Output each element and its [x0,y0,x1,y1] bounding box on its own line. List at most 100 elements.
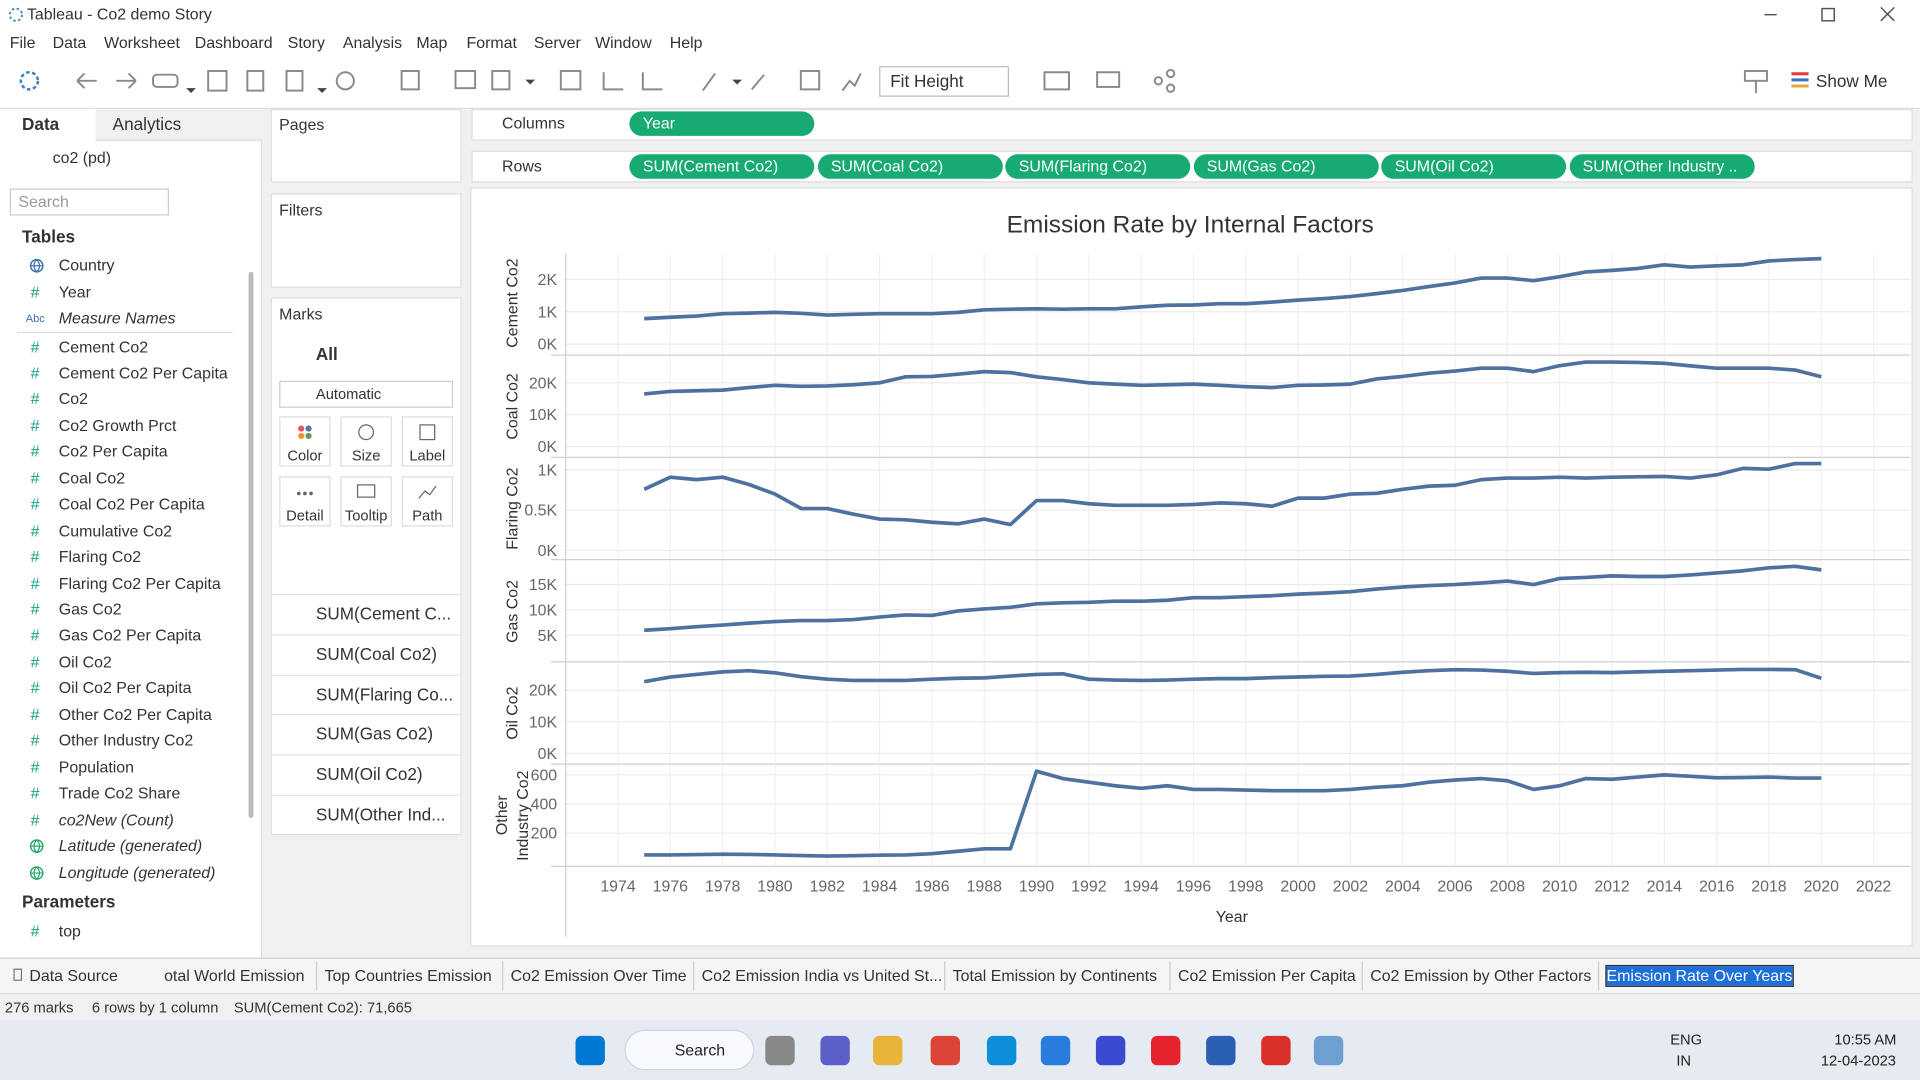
menu-item[interactable]: Dashboard [194,33,273,52]
field[interactable]: Cumulative Co2 [58,521,173,540]
datasource[interactable]: co2 (pd) [52,148,112,167]
taskbar-app[interactable] [986,1035,1017,1066]
taskbar-app[interactable] [1313,1035,1344,1066]
menu-item[interactable]: File [9,33,36,52]
menu-item[interactable]: Data [52,33,87,52]
field[interactable]: Trade Co2 Share [58,783,181,803]
fit-option[interactable]: Fit Height [890,71,964,91]
taskbar-app[interactable] [1261,1035,1291,1066]
field[interactable]: Longitude (generated) [58,862,216,882]
pill[interactable] [629,154,815,179]
menu-item[interactable]: Map [416,33,448,52]
field[interactable]: Country [58,255,115,275]
pill[interactable] [629,111,815,136]
pill-label: SUM(Cement Co2) [642,156,779,176]
taskbar-search[interactable] [624,1029,755,1071]
field[interactable]: Coal Co2 [58,468,126,488]
pane-tab[interactable]: Data [22,113,60,134]
field[interactable]: Co2 Growth Prct [58,416,177,435]
pill[interactable] [1193,154,1379,179]
taskbar-app[interactable] [575,1035,605,1066]
mark-button[interactable] [340,416,392,467]
parameter[interactable]: top [58,922,81,941]
menu-item[interactable]: Help [669,33,703,52]
mark-type-dropdown[interactable] [279,380,454,408]
taskbar-app[interactable] [930,1035,961,1066]
field[interactable]: Co2 Per Capita [58,442,168,461]
field[interactable]: Flaring Co2 [58,547,142,566]
x-tick-label: 2020 [1804,878,1840,895]
mark-button-label[interactable]: Path [412,506,443,525]
sheet-tab[interactable]: Co2 Emission India vs United St... [701,966,943,985]
pill[interactable] [1569,154,1755,179]
marks-measure[interactable]: SUM(Coal Co2) [315,643,437,664]
menu-item[interactable]: Window [595,33,652,52]
marks-measure[interactable]: SUM(Other Ind... [315,804,446,825]
marks-measure[interactable]: SUM(Gas Co2) [315,724,434,744]
menu-item[interactable]: Worksheet [104,33,180,52]
mark-button[interactable] [279,476,331,527]
marks-all[interactable]: All [315,344,338,364]
data-source-tab[interactable]: Data Source [29,966,118,985]
y-tick-label: 10K [529,714,558,731]
field[interactable]: Other Industry Co2 [58,731,194,750]
sheet-tab[interactable]: Co2 Emission Over Time [510,966,687,985]
field[interactable]: Cement Co2 Per Capita [58,363,228,382]
mark-type[interactable]: Automatic [315,385,382,403]
taskbar-app[interactable] [1095,1035,1126,1066]
menu-item[interactable]: Story [287,33,325,52]
mark-button-label[interactable]: Detail [286,506,324,525]
menu-item[interactable]: Server [533,33,581,52]
taskbar-app[interactable] [873,1035,903,1066]
sheet-tab[interactable]: Total Emission by Continents [952,966,1158,985]
menu-item[interactable]: Format [466,33,517,52]
field[interactable]: Coal Co2 Per Capita [58,494,205,514]
field-icon: # [30,337,40,356]
mark-button-label[interactable]: Color [287,446,323,465]
field[interactable]: co2New (Count) [58,810,174,829]
analytics-tab-bg [95,108,263,141]
sheet-tab[interactable]: Co2 Emission by Other Factors [1370,966,1592,985]
menu-item[interactable]: Analysis [342,33,403,52]
mark-button[interactable] [340,476,392,527]
taskbar-app[interactable] [1206,1035,1236,1066]
sheet-tab[interactable]: Emission Rate Over Years [1605,964,1794,987]
field[interactable]: Cement Co2 [58,337,149,356]
taskbar-app[interactable] [765,1035,795,1066]
pane-tab[interactable]: Analytics [112,113,182,134]
taskbar-app[interactable] [820,1035,850,1066]
pill[interactable] [817,154,1003,179]
marks-measure[interactable]: SUM(Flaring Co... [315,683,454,704]
y-tick-label: 0K [538,439,558,456]
sheet-tab[interactable]: Top Countries Emission [324,966,492,985]
field[interactable]: Co2 [58,389,88,409]
mark-button-label[interactable]: Tooltip [344,506,388,525]
field[interactable]: Oil Co2 Per Capita [58,678,192,698]
mark-button[interactable] [279,416,331,467]
field[interactable]: Measure Names [58,308,176,327]
sheet-tab[interactable]: otal World Emission [164,966,305,985]
mark-button[interactable] [401,416,454,467]
field[interactable]: Other Co2 Per Capita [58,705,212,724]
marks-measure[interactable]: SUM(Cement C... [315,603,452,624]
taskbar-app[interactable] [1151,1035,1181,1066]
pill[interactable] [1381,154,1567,179]
fit-dropdown[interactable] [879,66,1009,97]
mark-button[interactable] [401,476,454,527]
field[interactable]: Gas Co2 [58,600,122,619]
taskbar-app[interactable] [1040,1035,1071,1066]
field[interactable]: Oil Co2 [58,652,112,671]
field[interactable]: Gas Co2 Per Capita [58,626,202,645]
taskbar-search-label[interactable]: Search [674,1040,726,1060]
sheet-tab[interactable]: Co2 Emission Per Capita [1177,966,1356,985]
search-box [9,188,169,216]
mark-button-label[interactable]: Label [409,446,446,465]
pill[interactable] [1005,154,1191,179]
field[interactable]: Population [58,757,135,776]
field[interactable]: Latitude (generated) [58,836,203,855]
marks-measure[interactable]: SUM(Oil Co2) [315,764,423,784]
field[interactable]: Flaring Co2 Per Capita [58,573,221,593]
show-me-button[interactable]: Show Me [1815,71,1888,91]
field[interactable]: Year [58,282,91,301]
mark-button-label[interactable]: Size [351,446,381,465]
